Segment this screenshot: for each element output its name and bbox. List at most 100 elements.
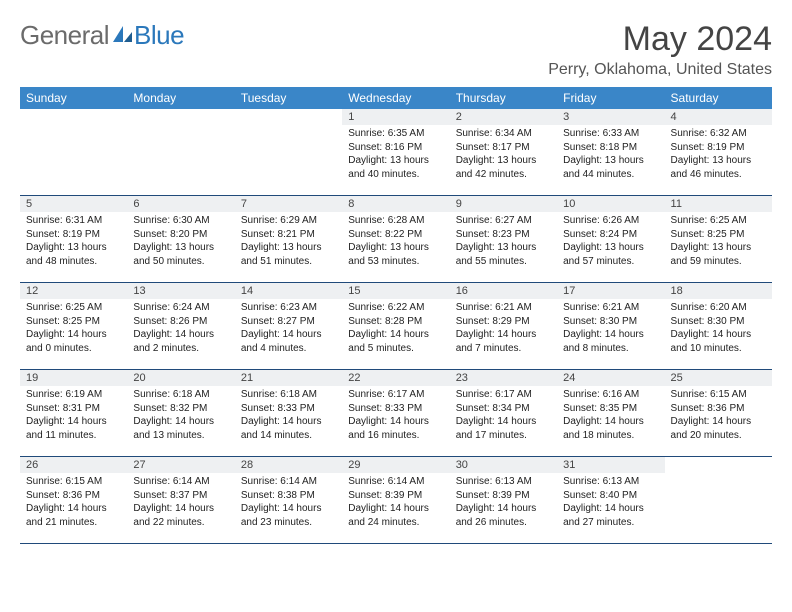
sunset-text: Sunset: 8:22 PM	[348, 228, 443, 242]
cell-body: Sunrise: 6:25 AMSunset: 8:25 PMDaylight:…	[665, 212, 772, 272]
day-number: 26	[20, 457, 127, 473]
daylight-text-1: Daylight: 13 hours	[456, 241, 551, 255]
day-number: 7	[235, 196, 342, 212]
cell-body: Sunrise: 6:15 AMSunset: 8:36 PMDaylight:…	[665, 386, 772, 446]
day-number: 12	[20, 283, 127, 299]
calendar-week: 12Sunrise: 6:25 AMSunset: 8:25 PMDayligh…	[20, 283, 772, 370]
cell-body: Sunrise: 6:29 AMSunset: 8:21 PMDaylight:…	[235, 212, 342, 272]
calendar-week: 19Sunrise: 6:19 AMSunset: 8:31 PMDayligh…	[20, 370, 772, 457]
calendar-cell: 11Sunrise: 6:25 AMSunset: 8:25 PMDayligh…	[665, 196, 772, 282]
calendar-cell: 8Sunrise: 6:28 AMSunset: 8:22 PMDaylight…	[342, 196, 449, 282]
cell-body: Sunrise: 6:14 AMSunset: 8:39 PMDaylight:…	[342, 473, 449, 533]
location-text: Perry, Oklahoma, United States	[20, 61, 772, 79]
sunset-text: Sunset: 8:19 PM	[671, 141, 766, 155]
daylight-text-1: Daylight: 13 hours	[563, 154, 658, 168]
calendar-cell: 30Sunrise: 6:13 AMSunset: 8:39 PMDayligh…	[450, 457, 557, 543]
calendar: Sunday Monday Tuesday Wednesday Thursday…	[20, 87, 772, 544]
cell-body: Sunrise: 6:31 AMSunset: 8:19 PMDaylight:…	[20, 212, 127, 272]
sunset-text: Sunset: 8:20 PM	[133, 228, 228, 242]
day-number: 3	[557, 109, 664, 125]
daylight-text-1: Daylight: 13 hours	[671, 241, 766, 255]
cell-body: Sunrise: 6:19 AMSunset: 8:31 PMDaylight:…	[20, 386, 127, 446]
cell-body: Sunrise: 6:32 AMSunset: 8:19 PMDaylight:…	[665, 125, 772, 185]
calendar-cell: 26Sunrise: 6:15 AMSunset: 8:36 PMDayligh…	[20, 457, 127, 543]
daylight-text-1: Daylight: 14 hours	[563, 502, 658, 516]
day-number: 8	[342, 196, 449, 212]
calendar-cell: 5Sunrise: 6:31 AMSunset: 8:19 PMDaylight…	[20, 196, 127, 282]
sunset-text: Sunset: 8:26 PM	[133, 315, 228, 329]
daylight-text-2: and 50 minutes.	[133, 255, 228, 269]
daylight-text-1: Daylight: 14 hours	[456, 502, 551, 516]
cell-body: Sunrise: 6:30 AMSunset: 8:20 PMDaylight:…	[127, 212, 234, 272]
calendar-cell: 14Sunrise: 6:23 AMSunset: 8:27 PMDayligh…	[235, 283, 342, 369]
day-header-fri: Friday	[557, 87, 664, 109]
day-header-sun: Sunday	[20, 87, 127, 109]
sunset-text: Sunset: 8:17 PM	[456, 141, 551, 155]
calendar-cell: 19Sunrise: 6:19 AMSunset: 8:31 PMDayligh…	[20, 370, 127, 456]
daylight-text-2: and 53 minutes.	[348, 255, 443, 269]
weeks-container: ...1Sunrise: 6:35 AMSunset: 8:16 PMDayli…	[20, 109, 772, 544]
sunset-text: Sunset: 8:29 PM	[456, 315, 551, 329]
sunrise-text: Sunrise: 6:14 AM	[133, 475, 228, 489]
calendar-week: ...1Sunrise: 6:35 AMSunset: 8:16 PMDayli…	[20, 109, 772, 196]
sunrise-text: Sunrise: 6:21 AM	[456, 301, 551, 315]
daylight-text-1: Daylight: 13 hours	[348, 241, 443, 255]
daylight-text-1: Daylight: 14 hours	[348, 415, 443, 429]
daylight-text-1: Daylight: 14 hours	[456, 415, 551, 429]
day-number: 2	[450, 109, 557, 125]
daylight-text-1: Daylight: 14 hours	[241, 502, 336, 516]
sunset-text: Sunset: 8:27 PM	[241, 315, 336, 329]
daylight-text-1: Daylight: 13 hours	[133, 241, 228, 255]
calendar-cell: 7Sunrise: 6:29 AMSunset: 8:21 PMDaylight…	[235, 196, 342, 282]
daylight-text-2: and 4 minutes.	[241, 342, 336, 356]
sunrise-text: Sunrise: 6:20 AM	[671, 301, 766, 315]
calendar-cell: 2Sunrise: 6:34 AMSunset: 8:17 PMDaylight…	[450, 109, 557, 195]
day-header-thu: Thursday	[450, 87, 557, 109]
day-number: 29	[342, 457, 449, 473]
daylight-text-2: and 5 minutes.	[348, 342, 443, 356]
sunset-text: Sunset: 8:40 PM	[563, 489, 658, 503]
daylight-text-2: and 16 minutes.	[348, 429, 443, 443]
cell-body: Sunrise: 6:14 AMSunset: 8:37 PMDaylight:…	[127, 473, 234, 533]
sunrise-text: Sunrise: 6:16 AM	[563, 388, 658, 402]
sunrise-text: Sunrise: 6:23 AM	[241, 301, 336, 315]
day-number: 1	[342, 109, 449, 125]
day-number: 30	[450, 457, 557, 473]
day-header-wed: Wednesday	[342, 87, 449, 109]
calendar-cell: 22Sunrise: 6:17 AMSunset: 8:33 PMDayligh…	[342, 370, 449, 456]
sunrise-text: Sunrise: 6:21 AM	[563, 301, 658, 315]
logo: General Blue	[20, 20, 184, 51]
daylight-text-1: Daylight: 13 hours	[563, 241, 658, 255]
day-number: 10	[557, 196, 664, 212]
daylight-text-2: and 55 minutes.	[456, 255, 551, 269]
sunset-text: Sunset: 8:35 PM	[563, 402, 658, 416]
day-number: 9	[450, 196, 557, 212]
sunset-text: Sunset: 8:39 PM	[456, 489, 551, 503]
cell-body: Sunrise: 6:15 AMSunset: 8:36 PMDaylight:…	[20, 473, 127, 533]
daylight-text-1: Daylight: 14 hours	[26, 415, 121, 429]
sunset-text: Sunset: 8:33 PM	[348, 402, 443, 416]
sunset-text: Sunset: 8:31 PM	[26, 402, 121, 416]
cell-body: Sunrise: 6:17 AMSunset: 8:34 PMDaylight:…	[450, 386, 557, 446]
daylight-text-1: Daylight: 14 hours	[456, 328, 551, 342]
sunset-text: Sunset: 8:32 PM	[133, 402, 228, 416]
cell-body: Sunrise: 6:21 AMSunset: 8:29 PMDaylight:…	[450, 299, 557, 359]
sunrise-text: Sunrise: 6:27 AM	[456, 214, 551, 228]
sunrise-text: Sunrise: 6:22 AM	[348, 301, 443, 315]
calendar-cell: 20Sunrise: 6:18 AMSunset: 8:32 PMDayligh…	[127, 370, 234, 456]
daylight-text-2: and 59 minutes.	[671, 255, 766, 269]
day-number: 15	[342, 283, 449, 299]
calendar-cell: 16Sunrise: 6:21 AMSunset: 8:29 PMDayligh…	[450, 283, 557, 369]
sunset-text: Sunset: 8:28 PM	[348, 315, 443, 329]
sunrise-text: Sunrise: 6:15 AM	[671, 388, 766, 402]
calendar-week: 5Sunrise: 6:31 AMSunset: 8:19 PMDaylight…	[20, 196, 772, 283]
daylight-text-2: and 51 minutes.	[241, 255, 336, 269]
header-row: General Blue May 2024	[20, 20, 772, 59]
cell-body: Sunrise: 6:24 AMSunset: 8:26 PMDaylight:…	[127, 299, 234, 359]
cell-body: Sunrise: 6:28 AMSunset: 8:22 PMDaylight:…	[342, 212, 449, 272]
daylight-text-2: and 18 minutes.	[563, 429, 658, 443]
sunrise-text: Sunrise: 6:14 AM	[241, 475, 336, 489]
sunset-text: Sunset: 8:30 PM	[671, 315, 766, 329]
day-number: 23	[450, 370, 557, 386]
day-number: 16	[450, 283, 557, 299]
